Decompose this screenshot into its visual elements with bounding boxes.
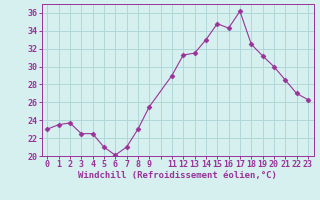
X-axis label: Windchill (Refroidissement éolien,°C): Windchill (Refroidissement éolien,°C) bbox=[78, 171, 277, 180]
